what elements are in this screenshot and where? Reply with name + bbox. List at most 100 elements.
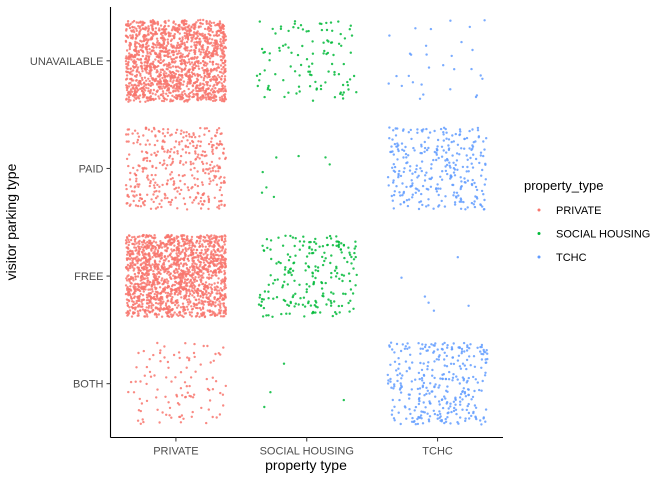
data-point (211, 61, 214, 64)
data-point (140, 46, 144, 49)
data-point (204, 89, 208, 93)
legend-label: SOCIAL HOUSING (556, 229, 650, 241)
data-point (280, 312, 283, 316)
data-point (463, 364, 466, 367)
data-point (484, 163, 487, 166)
data-point (217, 127, 221, 130)
data-point (204, 239, 208, 242)
data-point (352, 307, 355, 310)
data-point (159, 46, 162, 49)
data-point (420, 145, 423, 148)
data-point (407, 74, 410, 78)
data-point (447, 407, 450, 410)
data-point (223, 252, 226, 255)
data-point (208, 245, 211, 248)
data-point (205, 267, 208, 270)
data-point (181, 248, 185, 251)
data-point (158, 202, 161, 206)
data-point (136, 138, 140, 142)
data-point (293, 20, 297, 23)
data-point (181, 240, 185, 243)
data-point (319, 311, 322, 314)
data-point (163, 86, 166, 90)
data-point (188, 76, 191, 79)
data-point (190, 246, 193, 249)
data-point (164, 194, 167, 197)
data-point (214, 79, 217, 82)
data-point (221, 97, 224, 101)
data-point (177, 258, 180, 261)
data-point (168, 315, 171, 318)
data-point (428, 345, 431, 349)
data-point (126, 253, 129, 256)
data-point (179, 313, 182, 317)
data-point (151, 290, 154, 293)
data-point (163, 255, 166, 259)
data-point (223, 45, 227, 48)
data-point (197, 65, 200, 68)
data-point (421, 379, 424, 382)
data-point (304, 262, 307, 265)
data-point (152, 240, 156, 243)
data-point (220, 203, 223, 206)
data-point (186, 300, 190, 304)
data-point (445, 365, 449, 368)
data-point (137, 409, 141, 412)
data-point (139, 74, 142, 77)
data-point (414, 170, 417, 174)
data-point (220, 55, 224, 58)
data-point (169, 294, 172, 298)
data-point (269, 248, 272, 251)
data-point (145, 302, 149, 305)
data-point (416, 128, 419, 131)
data-point (137, 269, 140, 272)
data-point (149, 207, 153, 210)
data-point (207, 87, 210, 91)
data-point (153, 234, 156, 237)
data-point (165, 72, 168, 75)
data-point (405, 185, 408, 189)
data-point (308, 241, 311, 244)
data-point (214, 253, 218, 257)
data-point (484, 178, 487, 181)
data-point (208, 84, 212, 88)
data-point (192, 23, 196, 26)
data-point (333, 96, 337, 99)
data-point (461, 390, 464, 393)
data-point (314, 249, 317, 252)
data-point (436, 413, 439, 417)
data-point (128, 255, 132, 258)
data-point (202, 89, 205, 92)
data-point (390, 145, 393, 148)
data-point (128, 178, 132, 181)
data-point (176, 152, 179, 155)
data-point (177, 275, 180, 278)
data-point (473, 200, 476, 203)
data-point (152, 200, 155, 204)
data-point (172, 53, 175, 56)
data-point (312, 311, 315, 314)
data-point (193, 32, 197, 35)
data-point (213, 196, 216, 199)
data-point (314, 80, 317, 84)
data-point (180, 237, 184, 241)
data-point (155, 46, 158, 49)
data-point (161, 265, 164, 269)
data-point (171, 177, 174, 180)
data-point (187, 87, 190, 91)
data-point (186, 139, 189, 142)
data-point (329, 304, 333, 307)
data-point (222, 151, 225, 154)
data-point (261, 244, 264, 247)
data-point (258, 296, 261, 299)
data-point (483, 198, 486, 202)
data-point (167, 49, 170, 52)
data-point (149, 300, 152, 303)
data-point (149, 375, 153, 378)
data-point (128, 47, 131, 51)
data-point (396, 373, 399, 377)
x-tick-label: PRIVATE (153, 446, 198, 458)
data-point (136, 266, 139, 269)
data-point (163, 197, 167, 200)
data-point (409, 185, 413, 188)
